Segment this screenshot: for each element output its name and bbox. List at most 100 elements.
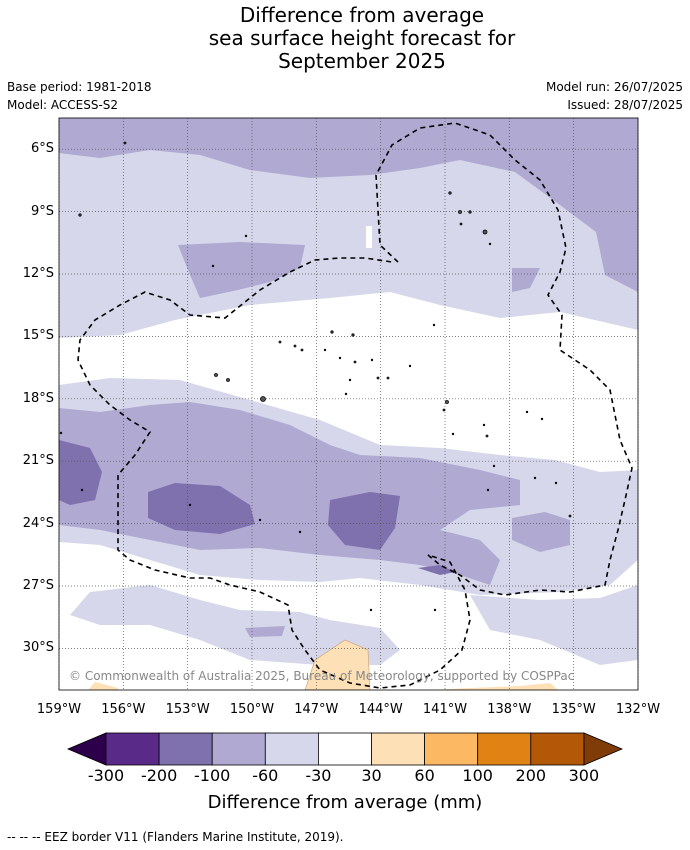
lon-tick-label: 138°W [487, 702, 532, 717]
meta-right: Model run: 26/07/2025 Issued: 28/07/2025 [546, 78, 683, 114]
colorbar-tick-label: 200 [515, 766, 547, 785]
island [323, 348, 327, 352]
colorbar-swatch [424, 732, 479, 766]
lat-tick-label: 27°S [22, 578, 54, 593]
island [386, 376, 390, 380]
island [300, 348, 304, 352]
colorbar-tick-label: -30 [305, 766, 332, 785]
island [468, 210, 472, 214]
island [451, 432, 455, 436]
colorbar-tick-label: 100 [462, 766, 493, 785]
island [78, 213, 82, 217]
band-se-neg60 [470, 585, 638, 665]
island [540, 417, 544, 421]
island [482, 229, 488, 235]
band-top-neg100 [59, 118, 638, 292]
colorbar-swatch [530, 732, 585, 766]
blob-small-neg200 [418, 565, 455, 575]
chart-title: Difference from average sea surface heig… [0, 4, 690, 73]
colorbar-swatch [211, 732, 266, 766]
island [123, 141, 127, 145]
island [59, 431, 63, 435]
lon-tick-label: 159°W [36, 702, 82, 717]
island [369, 608, 373, 612]
colorbar-swatch [105, 732, 160, 766]
island [211, 264, 215, 268]
blob-11s-neg100 [178, 242, 305, 298]
island [448, 191, 452, 195]
blob-east-neg200 [328, 492, 400, 550]
island [348, 378, 352, 382]
island [408, 364, 412, 368]
band-mid-zero [59, 292, 638, 472]
island [260, 396, 266, 402]
island [376, 376, 380, 380]
island [486, 488, 490, 492]
blob-west-neg200 [59, 440, 102, 505]
lon-tick-label: 153°W [165, 702, 210, 717]
map-frame [58, 117, 639, 691]
title-line-1: Difference from average [239, 3, 485, 27]
lon-tick-label: 147°W [294, 702, 339, 717]
island [488, 242, 492, 246]
island [330, 330, 334, 334]
island [445, 400, 449, 404]
island [353, 360, 357, 364]
island [458, 210, 462, 214]
colorbar-tick-label: -200 [140, 766, 178, 785]
title-line-3: September 2025 [278, 49, 446, 73]
island [214, 373, 218, 377]
colorbar-tick-label: -300 [87, 766, 125, 785]
colorbar-tick-label: -100 [194, 766, 231, 785]
band-south-zero [59, 542, 638, 690]
islands [59, 141, 572, 612]
lat-tick-label: 15°S [22, 328, 54, 344]
blob-positive-30-b [88, 682, 118, 690]
colorbar-swatch [371, 732, 425, 766]
blob-se-neg100 [512, 512, 570, 552]
island [492, 464, 496, 468]
lat-tick-label: 24°S [22, 515, 54, 531]
colorbar-swatch [264, 732, 319, 766]
lon-tick-label: 144°W [358, 702, 403, 717]
blob-positive-30-c [430, 683, 558, 690]
copyright-notice: © Commonwealth of Australia 2025, Bureau… [69, 669, 575, 683]
lat-tick-label: 21°S [22, 453, 54, 469]
island [459, 222, 463, 226]
lon-tick-label: 141°W [422, 702, 468, 717]
island [338, 356, 342, 360]
lat-tick-label: 12°S [22, 266, 54, 281]
colorbar-swatch [158, 732, 213, 766]
lat-tick-label: 30°S [22, 640, 54, 656]
eez-border [77, 122, 633, 689]
band-south-neg60 [70, 585, 400, 665]
colorbar-swatch [317, 732, 372, 766]
blob-positive-30-a [304, 639, 371, 690]
footer-eez-note: -- -- -- EEZ border V11 (Flanders Marine… [7, 830, 344, 844]
island [298, 530, 302, 534]
colorbar-over-arrow [583, 732, 624, 766]
contour-field [59, 118, 638, 690]
island [442, 408, 446, 412]
lat-tick-label: 9°S [30, 203, 54, 219]
colorbar-swatch [477, 732, 532, 766]
island [293, 344, 297, 348]
island [258, 518, 262, 522]
island [244, 234, 248, 238]
island [278, 340, 282, 344]
gap-white [366, 226, 372, 248]
colorbar-title: Difference from average (mm) [207, 792, 483, 813]
base-period: Base period: 1981-2018 [7, 80, 152, 94]
eez-line [77, 122, 633, 689]
colorbar-tick-label: 30 [361, 766, 382, 785]
island [188, 503, 192, 507]
colorbar-boxes [105, 732, 585, 766]
lon-tick-label: 132°W [615, 702, 661, 717]
island [80, 488, 84, 492]
blob-central-neg200 [148, 483, 255, 534]
island [433, 608, 437, 612]
island [226, 378, 230, 382]
colorbar-tick-label: -60 [252, 766, 279, 785]
colorbar-under-arrow [66, 732, 107, 766]
